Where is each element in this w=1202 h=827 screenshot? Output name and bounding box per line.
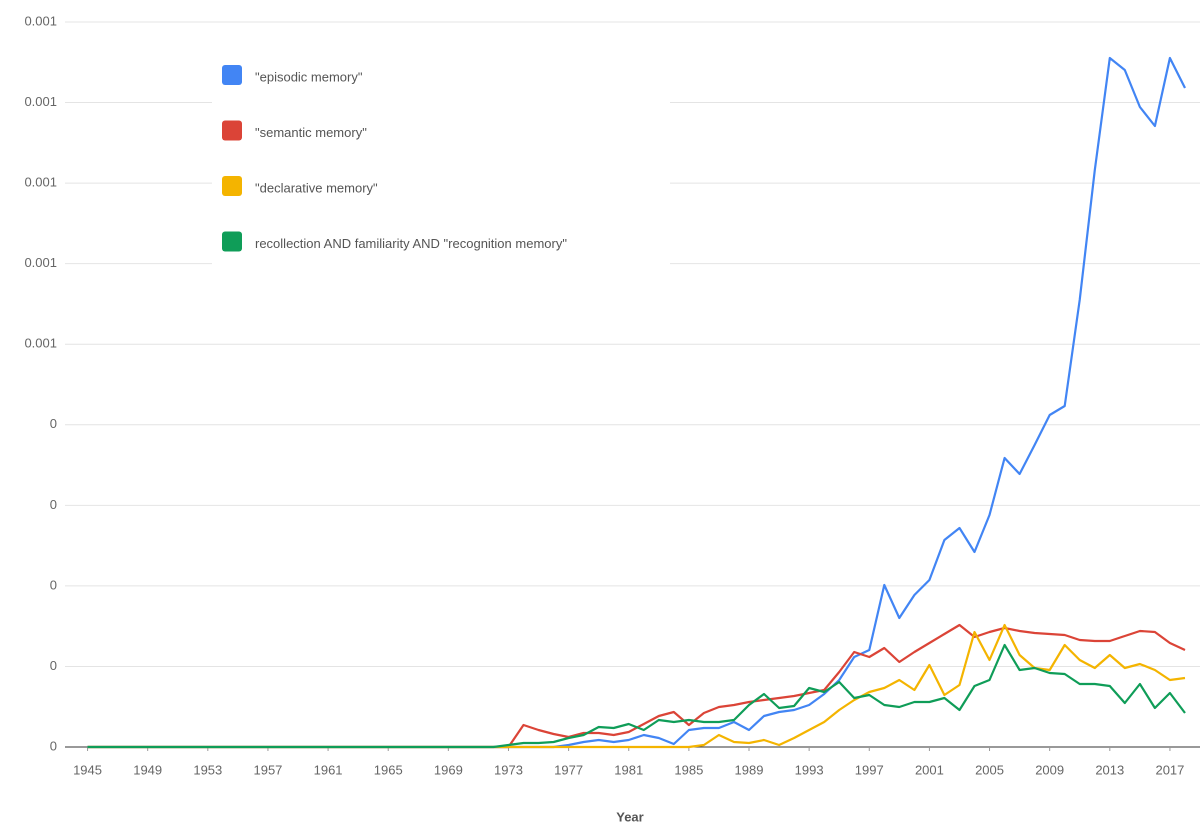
x-tick-label: 1993 [795,762,824,777]
x-tick-label: 2013 [1095,762,1124,777]
x-tick-label: 2001 [915,762,944,777]
x-tick-label: 1997 [855,762,884,777]
x-tick-label: 1965 [374,762,403,777]
x-tick-label: 2005 [975,762,1004,777]
series-line [87,643,1186,749]
legend-box [212,52,670,266]
legend-label: "declarative memory" [255,180,378,195]
legend-swatch [222,120,242,141]
x-tick-label: 1989 [735,762,764,777]
y-tick-label: 0 [50,416,57,431]
legend-label: recollection AND familiarity AND "recogn… [255,236,567,251]
x-tick-label: 1961 [314,762,343,777]
legend-swatch [222,176,242,196]
y-tick-label: 0.001 [24,94,57,109]
x-tick-label: 1977 [554,762,583,777]
x-tick-label: 1953 [193,762,222,777]
x-tick-label: 1973 [494,762,523,777]
x-tick-label: 1969 [434,762,463,777]
y-tick-label: 0.001 [24,255,57,270]
x-tick-label: 1949 [133,762,162,777]
legend-swatch [222,65,242,85]
x-axis-label: Year [616,809,643,824]
series-line [87,623,1186,749]
y-tick-label: 0 [50,658,57,673]
x-tick-label: 2009 [1035,762,1064,777]
x-tick-label: 1985 [674,762,703,777]
y-tick-label: 0.001 [24,175,57,190]
x-tick-label: 2017 [1155,762,1184,777]
x-tick-label: 1981 [614,762,643,777]
legend-swatch [222,231,242,252]
legend-label: "episodic memory" [255,69,363,84]
y-tick-label: 0.001 [24,13,57,28]
y-tick-label: 0 [50,497,57,512]
x-tick-label: 1945 [73,762,102,777]
y-tick-label: 0.001 [24,336,57,351]
y-tick-label: 0 [50,577,57,592]
y-tick-label: 0 [50,738,57,753]
legend-label: "semantic memory" [255,125,367,140]
x-tick-label: 1957 [253,762,282,777]
